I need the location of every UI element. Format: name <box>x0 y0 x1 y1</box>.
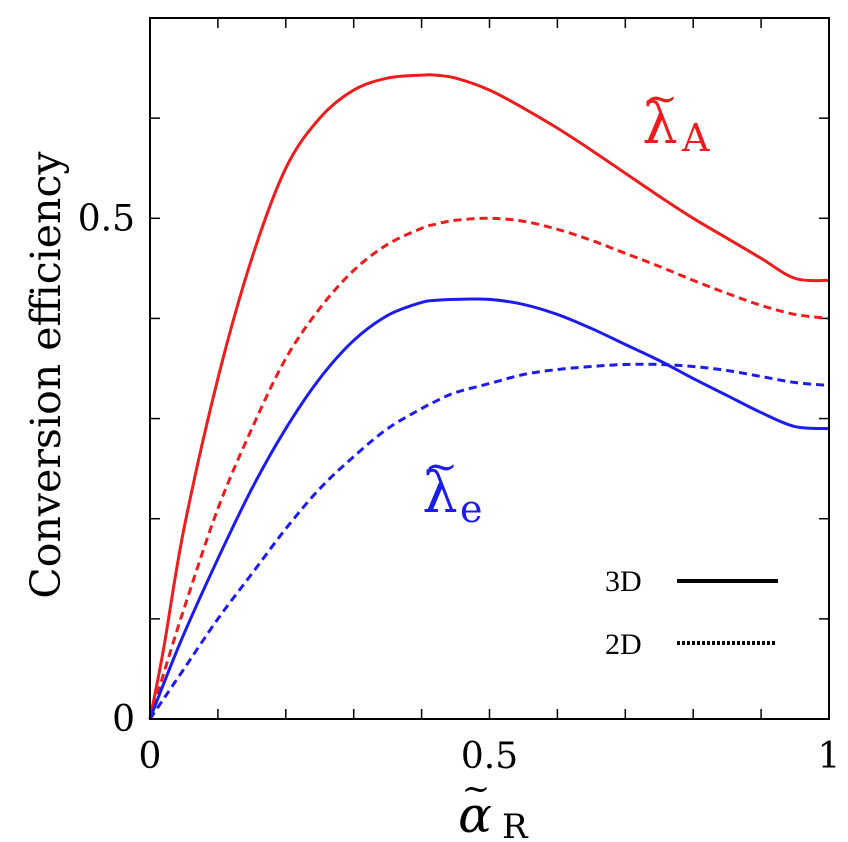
series-label-lambda-a: ~ λ A <box>642 76 710 160</box>
series-line-3 <box>148 297 830 720</box>
series-line-4 <box>148 362 830 720</box>
y-tick-labels: 00.5 <box>78 198 135 740</box>
series-label-lambda-e-symbol: λ <box>422 461 458 526</box>
x-tick-label: 1 <box>818 736 841 777</box>
x-axis-title: ~ α R <box>458 769 529 842</box>
minor-ticks <box>150 18 829 719</box>
x-tick-label: 0.5 <box>461 736 518 777</box>
y-tick-label: 0 <box>112 699 135 740</box>
series-layer <box>148 73 830 720</box>
series-label-lambda-a-accent: ~ <box>644 76 678 122</box>
x-tick-labels: 0 0.5 1 <box>139 736 841 777</box>
legend-label-3d: 3D <box>605 565 642 598</box>
x-axis-title-subscript: R <box>502 807 529 842</box>
y-tick-label: 0.5 <box>78 198 135 239</box>
legend-label-2d: 2D <box>605 628 642 661</box>
x-axis-title-symbol: α <box>458 786 492 842</box>
legend: 3D 2D <box>605 565 778 661</box>
series-label-lambda-e-accent: ~ <box>424 444 458 490</box>
series-line-1 <box>148 73 830 720</box>
plot-frame <box>149 17 830 720</box>
series-line-2 <box>148 216 830 720</box>
x-tick-label: 0 <box>139 736 162 777</box>
series-label-lambda-e: ~ λ e <box>422 444 482 531</box>
series-label-lambda-a-symbol: λ <box>642 92 678 157</box>
y-axis-title: Conversion efficiency <box>22 151 70 599</box>
series-label-lambda-e-subscript: e <box>460 487 483 531</box>
series-label-lambda-a-subscript: A <box>681 116 710 160</box>
x-axis-title-accent: ~ <box>462 769 491 809</box>
